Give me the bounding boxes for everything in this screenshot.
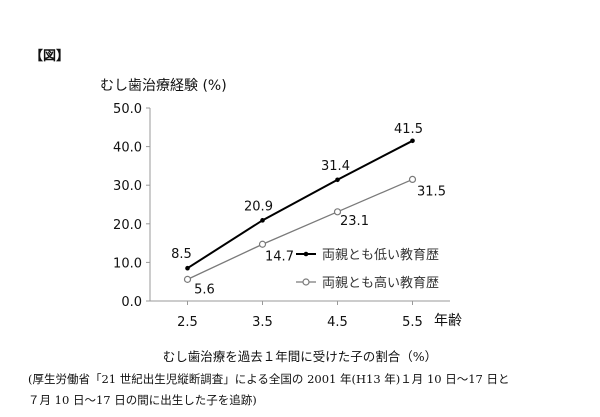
data-point [408, 175, 417, 184]
x-axis-title: 年齢 [434, 313, 462, 329]
data-label: 41.5 [394, 122, 423, 137]
y-tick-label: 10.0 [113, 256, 142, 271]
chart-caption: むし歯治療を過去１年間に受けた子の割合（%） [162, 349, 438, 364]
y-tick-label: 20.0 [113, 218, 142, 233]
y-tick-label: 40.0 [113, 141, 142, 156]
legend-marker [302, 278, 310, 286]
y-axis-title: むし歯治療経験 (%) [100, 77, 227, 94]
figure-label: 【図】 [30, 49, 70, 64]
data-label: 31.4 [321, 159, 350, 174]
x-axis-ticks: 2.5 3.5 4.5 5.5 [177, 301, 423, 330]
data-point [260, 218, 265, 223]
data-point [183, 275, 192, 283]
source-note: (厚生労働省「21 世紀出生児縦断調査」による全国の 2001 年(H13 年)… [28, 369, 588, 411]
data-point [335, 177, 340, 183]
data-point [333, 208, 342, 216]
x-tick-label: 5.5 [402, 315, 423, 330]
data-label: 20.9 [244, 199, 273, 214]
line-chart: むし歯治療経験 (%) 0.0 10.0 20.0 30.0 40.0 50.0 2.5 3… [100, 77, 462, 330]
data-point [185, 265, 190, 271]
source-note-line-1: (厚生労働省「21 世紀出生児縦断調査」による全国の 2001 年(H13 年)… [28, 372, 510, 386]
x-tick-label: 3.5 [252, 315, 273, 330]
source-note-line-2: ７月 10 日～17 日の間に出生した子を追跡) [28, 393, 257, 407]
series-line [186, 139, 413, 270]
y-axis-ticks: 0.0 10.0 20.0 30.0 40.0 50.0 [113, 102, 150, 310]
data-label: 14.7 [265, 249, 294, 264]
data-point [410, 138, 415, 144]
data-label: 8.5 [171, 247, 192, 262]
data-point [258, 240, 267, 248]
y-tick-label: 50.0 [113, 102, 142, 117]
x-tick-label: 2.5 [177, 315, 198, 330]
data-label: 31.5 [417, 184, 446, 199]
series-line [187, 178, 413, 280]
legend-marker [303, 251, 309, 257]
x-tick-label: 4.5 [327, 315, 348, 330]
legend-label: 両親とも高い教育歴 [322, 275, 439, 291]
y-tick-label: 30.0 [113, 179, 142, 194]
data-label: 5.6 [194, 282, 215, 297]
legend-label: 両親とも低い教育歴 [322, 247, 439, 263]
series-layer: 8.5 20.9 31.4 41.5 5.6 14.7 23.1 31.5 [171, 122, 446, 298]
y-tick-label: 0.0 [121, 295, 142, 310]
data-label: 23.1 [340, 214, 369, 229]
